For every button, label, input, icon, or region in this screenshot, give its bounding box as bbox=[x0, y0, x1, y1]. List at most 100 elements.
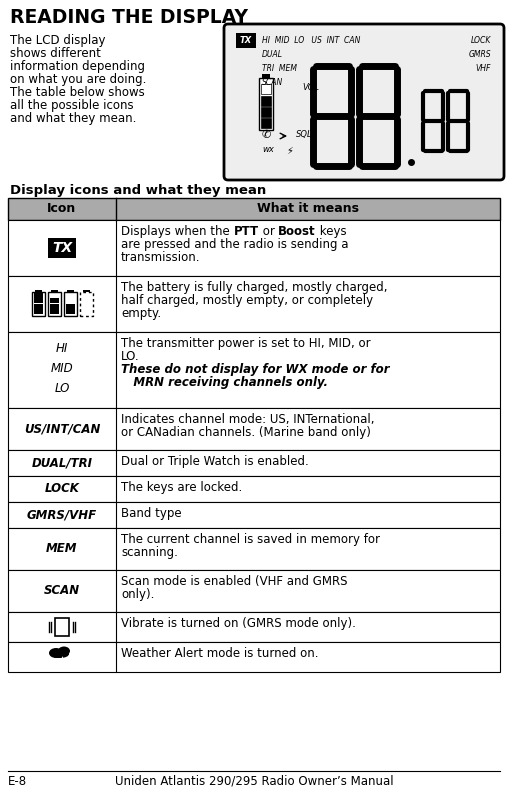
Text: These do not display for WX mode or for: These do not display for WX mode or for bbox=[121, 363, 390, 376]
Text: Displays when the: Displays when the bbox=[121, 225, 234, 238]
Bar bbox=[34, 304, 43, 308]
Text: HI  MID  LO   US  INT  CAN: HI MID LO US INT CAN bbox=[262, 36, 360, 45]
Text: The transmitter power is set to HI, MID, or: The transmitter power is set to HI, MID,… bbox=[121, 337, 371, 350]
Text: Display icons and what they mean: Display icons and what they mean bbox=[10, 184, 266, 197]
Bar bbox=[64, 292, 77, 316]
Bar bbox=[8, 476, 500, 502]
Bar bbox=[35, 289, 42, 292]
Text: Band type: Band type bbox=[121, 507, 182, 520]
Bar bbox=[261, 84, 271, 95]
Text: DUAL: DUAL bbox=[262, 50, 283, 59]
Text: Uniden Atlantis 290/295 Radio Owner’s Manual: Uniden Atlantis 290/295 Radio Owner’s Ma… bbox=[115, 775, 393, 788]
Text: SCAN: SCAN bbox=[262, 78, 283, 87]
Text: US/INT/CAN: US/INT/CAN bbox=[24, 422, 100, 436]
Text: SQL: SQL bbox=[296, 130, 312, 139]
Bar bbox=[8, 502, 500, 528]
Bar bbox=[49, 304, 58, 308]
Bar bbox=[48, 292, 60, 316]
Bar bbox=[67, 289, 74, 292]
Text: GMRS/VHF: GMRS/VHF bbox=[27, 509, 97, 522]
Text: E-8: E-8 bbox=[8, 775, 27, 788]
Text: VOL: VOL bbox=[302, 83, 319, 92]
Bar bbox=[8, 198, 500, 220]
Bar bbox=[49, 309, 58, 314]
Bar bbox=[8, 408, 500, 450]
Text: ✆: ✆ bbox=[262, 130, 271, 140]
Text: wx: wx bbox=[262, 145, 274, 154]
Text: MRN receiving channels only.: MRN receiving channels only. bbox=[121, 376, 328, 389]
Text: MEM: MEM bbox=[46, 542, 78, 556]
Text: VHF: VHF bbox=[475, 64, 491, 73]
Text: LOCK: LOCK bbox=[45, 483, 79, 495]
Text: empty.: empty. bbox=[121, 307, 161, 320]
Bar bbox=[261, 118, 271, 128]
Text: Icon: Icon bbox=[47, 203, 77, 215]
Bar bbox=[8, 220, 500, 276]
Text: scanning.: scanning. bbox=[121, 546, 178, 559]
Bar bbox=[261, 107, 271, 117]
Bar bbox=[31, 292, 45, 316]
Text: LOCK: LOCK bbox=[470, 36, 491, 45]
Text: Weather Alert mode is turned on.: Weather Alert mode is turned on. bbox=[121, 647, 319, 660]
Bar bbox=[50, 289, 57, 292]
Bar bbox=[8, 528, 500, 570]
Text: Dual or Triple Watch is enabled.: Dual or Triple Watch is enabled. bbox=[121, 455, 309, 468]
Text: GMRS: GMRS bbox=[468, 50, 491, 59]
Ellipse shape bbox=[51, 650, 69, 658]
Text: TRI  MEM: TRI MEM bbox=[262, 64, 297, 73]
Text: The LCD display: The LCD display bbox=[10, 34, 106, 47]
Text: are pressed and the radio is sending a: are pressed and the radio is sending a bbox=[121, 238, 348, 251]
FancyBboxPatch shape bbox=[224, 24, 504, 180]
Text: half charged, mostly empty, or completely: half charged, mostly empty, or completel… bbox=[121, 294, 373, 307]
Text: HI: HI bbox=[56, 342, 68, 355]
Bar bbox=[262, 74, 270, 78]
Bar bbox=[66, 309, 75, 314]
Text: What it means: What it means bbox=[257, 203, 359, 215]
Text: The table below shows: The table below shows bbox=[10, 86, 145, 99]
Text: Vibrate is turned on (GMRS mode only).: Vibrate is turned on (GMRS mode only). bbox=[121, 617, 356, 630]
Text: keys: keys bbox=[316, 225, 346, 238]
Text: PTT: PTT bbox=[234, 225, 259, 238]
Text: Boost: Boost bbox=[278, 225, 316, 238]
Bar bbox=[261, 95, 271, 106]
Text: and what they mean.: and what they mean. bbox=[10, 112, 136, 125]
Text: The battery is fully charged, mostly charged,: The battery is fully charged, mostly cha… bbox=[121, 281, 388, 294]
Text: DUAL/TRI: DUAL/TRI bbox=[31, 456, 92, 470]
Bar bbox=[48, 238, 76, 258]
Text: shows different: shows different bbox=[10, 47, 101, 60]
Text: only).: only). bbox=[121, 588, 154, 601]
Bar bbox=[8, 276, 500, 332]
Bar bbox=[34, 293, 43, 297]
Ellipse shape bbox=[58, 646, 70, 656]
Text: on what you are doing.: on what you are doing. bbox=[10, 73, 146, 86]
Bar bbox=[236, 33, 256, 48]
Text: The keys are locked.: The keys are locked. bbox=[121, 481, 242, 494]
Text: or CANadian channels. (Marine band only): or CANadian channels. (Marine band only) bbox=[121, 426, 371, 439]
Text: ⚡: ⚡ bbox=[286, 146, 293, 156]
Text: TX: TX bbox=[240, 36, 252, 45]
Bar bbox=[55, 618, 69, 636]
Text: LO.: LO. bbox=[121, 350, 140, 363]
Text: transmission.: transmission. bbox=[121, 251, 201, 264]
Bar bbox=[259, 78, 273, 130]
Bar bbox=[8, 642, 500, 672]
Text: LO: LO bbox=[54, 382, 70, 395]
Text: SCAN: SCAN bbox=[44, 584, 80, 598]
Ellipse shape bbox=[49, 648, 63, 658]
Bar bbox=[79, 292, 92, 316]
Text: Scan mode is enabled (VHF and GMRS: Scan mode is enabled (VHF and GMRS bbox=[121, 575, 347, 588]
Text: or: or bbox=[259, 225, 278, 238]
Bar bbox=[34, 298, 43, 303]
Bar bbox=[8, 332, 500, 408]
Bar bbox=[34, 309, 43, 314]
Bar bbox=[8, 570, 500, 612]
Text: TX: TX bbox=[52, 241, 72, 255]
Text: MID: MID bbox=[51, 362, 73, 375]
Text: information depending: information depending bbox=[10, 60, 145, 73]
Bar bbox=[8, 612, 500, 642]
Text: READING THE DISPLAY: READING THE DISPLAY bbox=[10, 8, 248, 27]
Bar bbox=[49, 298, 58, 303]
Text: Indicates channel mode: US, INTernational,: Indicates channel mode: US, INTernationa… bbox=[121, 413, 374, 426]
Text: The current channel is saved in memory for: The current channel is saved in memory f… bbox=[121, 533, 380, 546]
Bar bbox=[66, 304, 75, 308]
